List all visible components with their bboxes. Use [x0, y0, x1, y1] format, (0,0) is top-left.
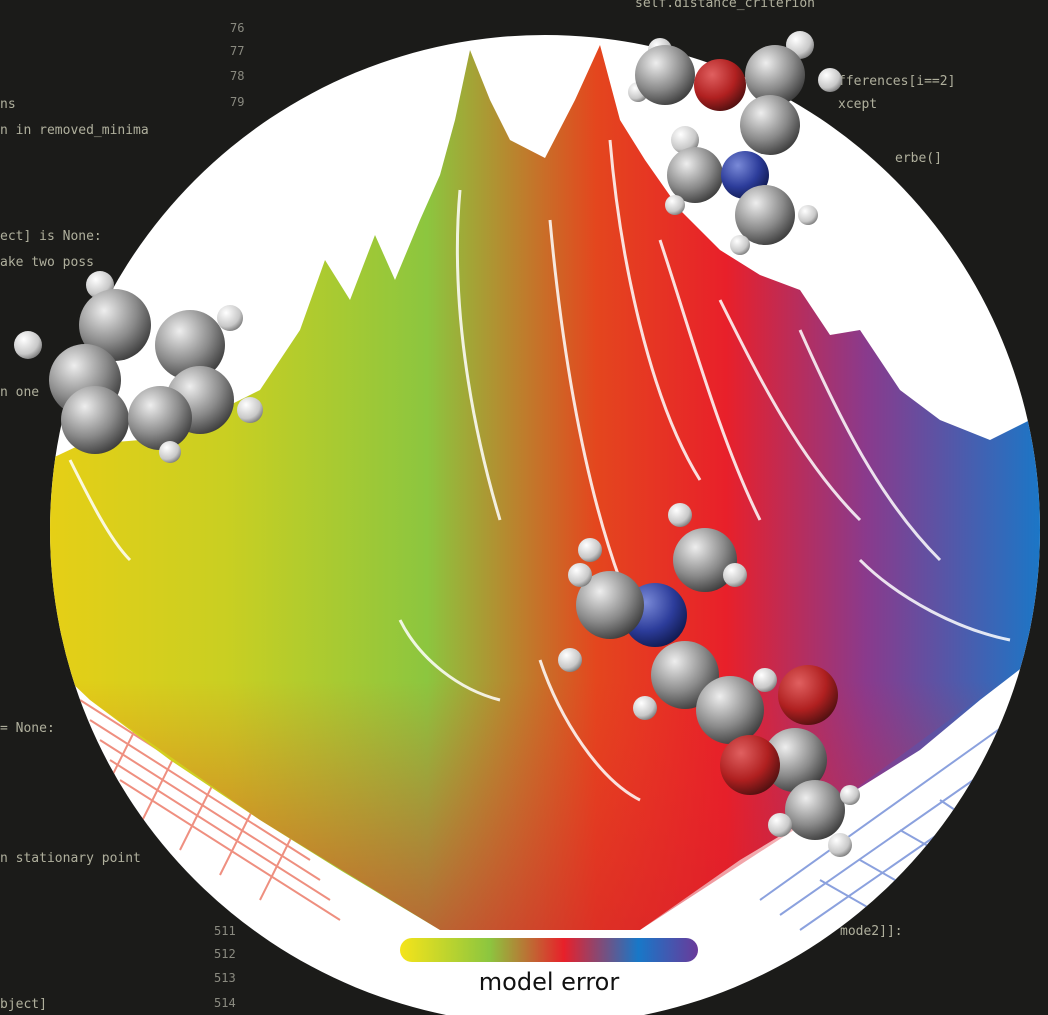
code-line: erbe(] [895, 151, 942, 166]
code-line: fferences[i==2] [838, 74, 955, 89]
molecule-left [14, 271, 263, 463]
code-line: = None: [0, 721, 55, 736]
code-line: bject] [0, 997, 47, 1012]
colorbar [400, 938, 698, 962]
code-line: ect] is None: [0, 229, 102, 244]
line-number: 76 [230, 21, 244, 35]
code-line: n stationary point [0, 851, 141, 866]
molecule-bottom-right [558, 503, 860, 857]
line-number: 77 [230, 44, 244, 58]
line-number: 78 [230, 69, 244, 83]
line-number: 513 [214, 971, 236, 985]
molecule-top-right [628, 31, 842, 255]
colorbar-label: model error [479, 968, 620, 996]
surface-streaks [68, 139, 1011, 802]
code-line: n one [0, 385, 39, 400]
line-number: 511 [214, 924, 236, 938]
code-line: xcept [838, 97, 877, 112]
code-line: ns [0, 97, 16, 112]
code-line: ake two poss [0, 255, 94, 270]
line-number: 514 [214, 996, 236, 1010]
code-line: n in removed_minima [0, 123, 149, 138]
line-number: 512 [214, 947, 236, 961]
line-number: 79 [230, 95, 244, 109]
code-line: self.distance_criterion [635, 0, 815, 11]
code-line: mode2]]: [840, 924, 903, 939]
